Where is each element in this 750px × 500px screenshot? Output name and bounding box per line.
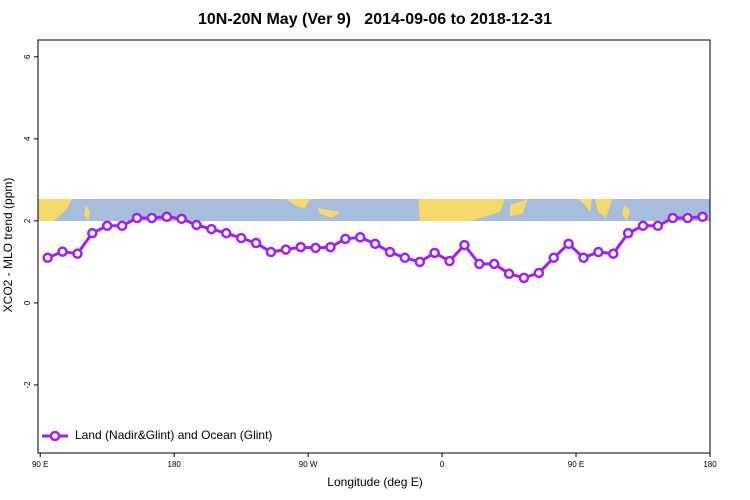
data-point xyxy=(295,241,306,253)
data-point xyxy=(116,220,128,232)
x-axis-label: Longitude (deg E) xyxy=(327,475,422,489)
data-point xyxy=(384,246,396,258)
data-point xyxy=(72,248,83,259)
data-point xyxy=(354,232,366,243)
data-point xyxy=(310,242,321,254)
data-point xyxy=(682,212,693,224)
data-point xyxy=(57,246,68,257)
land xyxy=(84,205,90,221)
land xyxy=(286,199,310,208)
data-point xyxy=(563,238,574,250)
data-point xyxy=(652,220,664,232)
data-point xyxy=(578,252,589,264)
data-point xyxy=(340,233,351,245)
land xyxy=(318,208,340,218)
x-tick-label: 180 xyxy=(168,460,182,469)
data-point xyxy=(250,237,262,249)
x-tick-label: 0 xyxy=(440,460,445,469)
data-point xyxy=(533,267,545,279)
data-point xyxy=(87,227,98,239)
data-point xyxy=(235,232,247,244)
land xyxy=(578,199,592,212)
map-band xyxy=(38,199,710,221)
data-point xyxy=(399,252,411,264)
ocean xyxy=(38,199,710,221)
data-point xyxy=(265,246,277,258)
y-axis-label: XCO2 - MLO trend (ppm) xyxy=(1,178,15,313)
data-point xyxy=(593,246,604,258)
data-point xyxy=(206,223,217,235)
land xyxy=(622,205,630,221)
y-tick-label: -2 xyxy=(23,381,32,389)
data-point xyxy=(488,258,500,270)
data-point xyxy=(176,213,187,225)
land xyxy=(595,199,612,218)
data-point xyxy=(518,272,530,284)
legend-label: Land (Nadir&Glint) and Ocean (Glint) xyxy=(75,428,272,442)
data-point xyxy=(221,227,232,239)
legend-marker xyxy=(49,430,61,442)
data-point xyxy=(161,211,172,223)
land xyxy=(38,199,72,221)
data-point xyxy=(325,241,336,253)
data-point xyxy=(697,211,708,223)
data-point xyxy=(548,252,559,264)
data-point xyxy=(444,255,455,267)
data-point xyxy=(414,256,426,268)
y-tick-label: 4 xyxy=(23,136,32,141)
data-point xyxy=(280,244,292,255)
data-point xyxy=(608,248,619,259)
data-point xyxy=(146,212,158,224)
data-point xyxy=(622,227,634,239)
data-point xyxy=(667,212,679,224)
y-tick-label: 6 xyxy=(23,54,32,59)
land xyxy=(510,199,528,216)
data-point xyxy=(503,268,515,280)
plot-frame xyxy=(37,39,711,454)
data-point xyxy=(637,220,649,232)
data-point xyxy=(429,247,440,259)
y-tick-label: 0 xyxy=(23,300,32,305)
land xyxy=(418,199,505,221)
y-tick-label: 2 xyxy=(23,218,32,223)
chart-title: 10N-20N May (Ver 9) 2014-09-06 to 2018-1… xyxy=(198,11,552,28)
data-point xyxy=(191,219,202,231)
data-point xyxy=(369,238,381,250)
x-tick-label: 90 W xyxy=(299,460,318,469)
data-point xyxy=(131,212,143,224)
data-point xyxy=(101,220,113,232)
x-tick-label: 90 E xyxy=(32,460,48,469)
data-point xyxy=(474,258,485,270)
data-point xyxy=(459,239,470,251)
x-tick-label: 180 xyxy=(703,460,717,469)
data-point xyxy=(42,252,53,264)
x-tick-label: 90 E xyxy=(568,460,584,469)
